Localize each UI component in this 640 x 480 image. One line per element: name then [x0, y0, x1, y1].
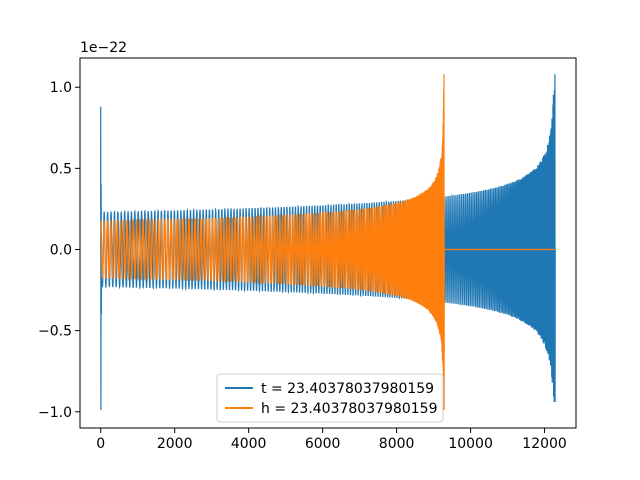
y-tick-label: 0.0 — [50, 242, 72, 258]
series-layer — [100, 74, 556, 411]
legend: t = 23.40378037980159 h = 23.403780379801… — [216, 373, 444, 423]
x-axis: 0 2000 4000 6000 8000 10000 12000 — [96, 428, 567, 452]
x-tick-label: 8000 — [379, 436, 415, 452]
y-tick-label: 0.5 — [50, 161, 72, 177]
x-tick-label: 6000 — [305, 436, 341, 452]
y-tick-label: 1.0 — [50, 80, 72, 96]
x-tick-label: 2000 — [157, 436, 193, 452]
y-tick-label: −0.5 — [38, 324, 72, 340]
legend-box — [216, 373, 444, 423]
x-tick-label: 4000 — [231, 436, 267, 452]
y-tick-label: −1.0 — [38, 405, 72, 421]
x-tick-label: 10000 — [448, 436, 493, 452]
axes-frame — [79, 57, 577, 429]
x-tick-label: 12000 — [522, 436, 567, 452]
y-scale-offset-label: 1e−22 — [80, 40, 127, 56]
x-tick-label: 0 — [96, 436, 105, 452]
legend-label: t = 23.40378037980159 — [261, 381, 434, 397]
y-axis: −1.0 −0.5 0.0 0.5 1.0 — [38, 80, 80, 421]
legend-label: h = 23.40378037980159 — [261, 401, 437, 417]
series-line-h — [100, 74, 555, 411]
